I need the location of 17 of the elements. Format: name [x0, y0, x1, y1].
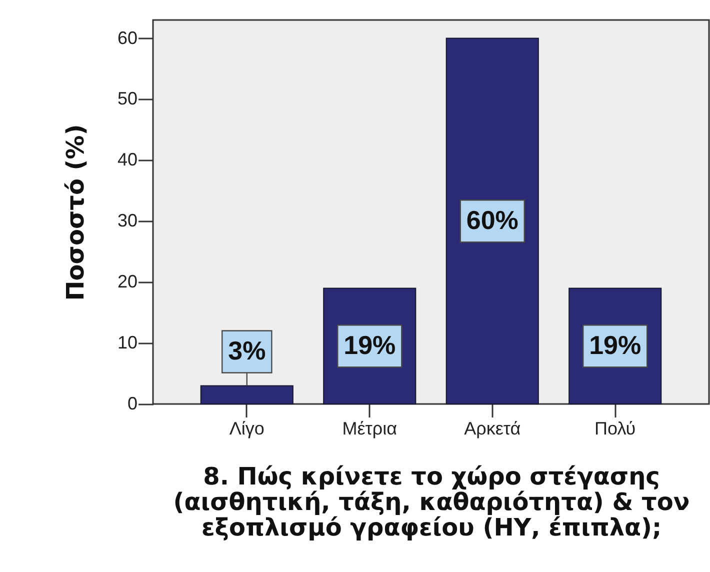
data-label: 3% — [228, 336, 266, 366]
x-tick-label: Αρκετά — [464, 418, 521, 438]
x-tick-label: Λίγο — [229, 418, 264, 438]
y-tick-label: 20 — [117, 272, 138, 292]
y-tick-label: 50 — [117, 88, 138, 109]
y-tick-label: 60 — [117, 28, 138, 48]
y-tick-label: 30 — [117, 210, 138, 231]
y-tick-label: 0 — [127, 394, 138, 414]
x-tick-label: Μέτρια — [342, 418, 398, 438]
data-label: 19% — [344, 330, 396, 360]
data-label: 19% — [589, 330, 642, 360]
y-tick-label: 10 — [117, 332, 138, 353]
x-tick-label: Πολύ — [594, 418, 636, 438]
y-axis-title: Ποσοστό (%) — [62, 124, 90, 301]
x-axis-title: 8. Πώς κρίνετε το χώρο στέγασης (αισθητική, τάξη, καθαριότητα) & τον εξοπλισμό γραφείου (ΗΥ, έπιπλα); — [173, 462, 690, 542]
y-tick-label: 40 — [117, 150, 138, 170]
data-label: 60% — [466, 205, 518, 236]
